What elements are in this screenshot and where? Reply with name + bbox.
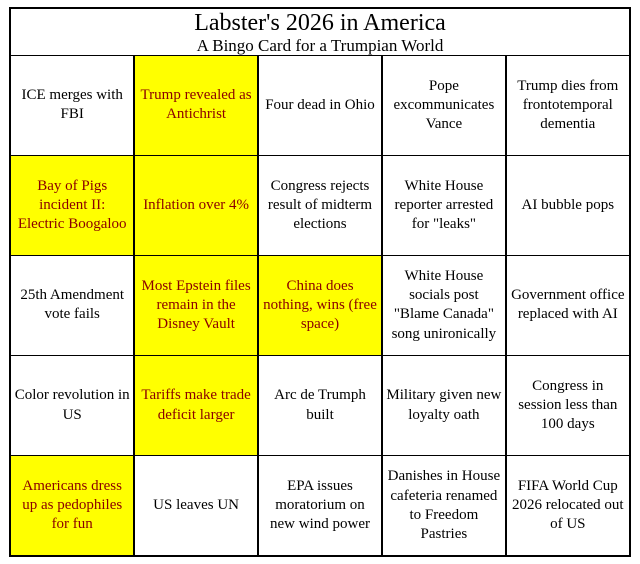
card-title: Labster's 2026 in America	[194, 10, 446, 36]
bingo-cell-r2c2: Inflation over 4%	[134, 156, 258, 255]
bingo-cell-r2c5: AI bubble pops	[506, 156, 629, 255]
bingo-cell-r4c3: Arc de Trumph built	[258, 356, 382, 455]
bingo-cell-r2c3: Congress rejects result of midterm elect…	[258, 156, 382, 255]
bingo-cell-r3c3-free-space: China does nothing, wins (free space)	[258, 256, 382, 355]
bingo-cell-r3c1: 25th Amendment vote fails	[11, 256, 134, 355]
bingo-cell-r4c2: Tariffs make trade deficit larger	[134, 356, 258, 455]
bingo-cell-r3c4: White House socials post "Blame Canada" …	[382, 256, 506, 355]
bingo-cell-r1c2: Trump revealed as Antichrist	[134, 56, 258, 155]
bingo-cell-r3c5: Government office replaced with AI	[506, 256, 629, 355]
bingo-cell-r4c4: Military given new loyalty oath	[382, 356, 506, 455]
bingo-grid: ICE merges with FBI Trump revealed as An…	[11, 56, 629, 555]
bingo-cell-r5c4: Danishes in House cafeteria renamed to F…	[382, 456, 506, 555]
bingo-cell-r1c5: Trump dies from frontotemporal dementia	[506, 56, 629, 155]
bingo-cell-r5c3: EPA issues moratorium on new wind power	[258, 456, 382, 555]
bingo-cell-r2c4: White House reporter arrested for "leaks…	[382, 156, 506, 255]
bingo-cell-r4c1: Color revolution in US	[11, 356, 134, 455]
bingo-cell-r1c3: Four dead in Ohio	[258, 56, 382, 155]
card-subtitle: A Bingo Card for a Trumpian World	[196, 36, 444, 55]
bingo-card: Labster's 2026 in America A Bingo Card f…	[9, 7, 631, 557]
bingo-cell-r5c2: US leaves UN	[134, 456, 258, 555]
bingo-cell-r3c2: Most Epstein files remain in the Disney …	[134, 256, 258, 355]
bingo-cell-r5c5: FIFA World Cup 2026 relocated out of US	[506, 456, 629, 555]
bingo-cell-r5c1: Americans dress up as pedophiles for fun	[11, 456, 134, 555]
bingo-cell-r1c1: ICE merges with FBI	[11, 56, 134, 155]
bingo-cell-r1c4: Pope excommunicates Vance	[382, 56, 506, 155]
card-header: Labster's 2026 in America A Bingo Card f…	[11, 9, 629, 56]
bingo-cell-r4c5: Congress in session less than 100 days	[506, 356, 629, 455]
bingo-cell-r2c1: Bay of Pigs incident II: Electric Boogal…	[11, 156, 134, 255]
